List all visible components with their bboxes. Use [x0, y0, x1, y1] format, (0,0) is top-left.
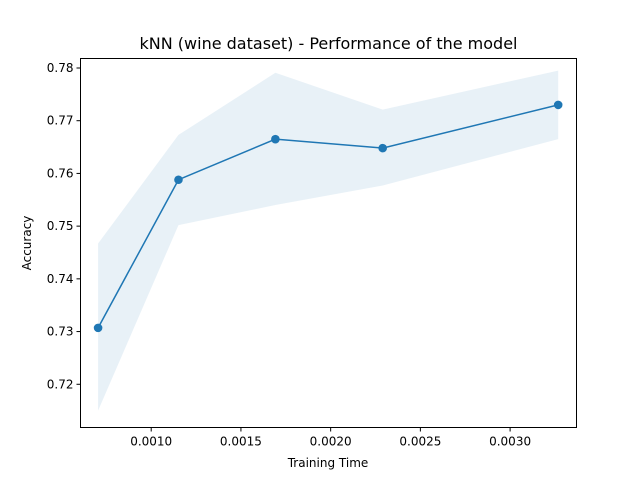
x-tick-label: 0.0015 [220, 435, 262, 449]
y-tick-label: 0.74 [47, 272, 74, 286]
x-tick-label: 0.0020 [310, 435, 352, 449]
y-tick-label: 0.77 [47, 114, 74, 128]
confidence-band [98, 70, 559, 411]
y-tick-label: 0.73 [47, 325, 74, 339]
data-point [553, 100, 563, 110]
y-tick-label: 0.72 [47, 377, 74, 391]
axis-ticks: 0.0010 0.0015 0.0020 0.0025 0.0030 0.72 0.73 0.… [47, 61, 531, 449]
y-tick-label: 0.75 [47, 219, 74, 233]
x-tick-label: 0.0010 [130, 435, 172, 449]
x-axis-label: Training Time [287, 456, 369, 470]
y-tick-label: 0.76 [47, 166, 74, 180]
y-tick-label: 0.78 [47, 61, 74, 75]
data-point [378, 143, 387, 153]
plot-area [93, 70, 563, 411]
x-tick-label: 0.0025 [399, 435, 441, 449]
chart-title: kNN (wine dataset) - Performance of the … [140, 34, 518, 53]
y-axis-label: Accuracy [20, 216, 34, 271]
data-point [174, 175, 183, 185]
axes-frame [80, 58, 577, 428]
data-point [93, 323, 103, 333]
data-point [271, 134, 280, 144]
x-tick-label: 0.0030 [489, 435, 531, 449]
